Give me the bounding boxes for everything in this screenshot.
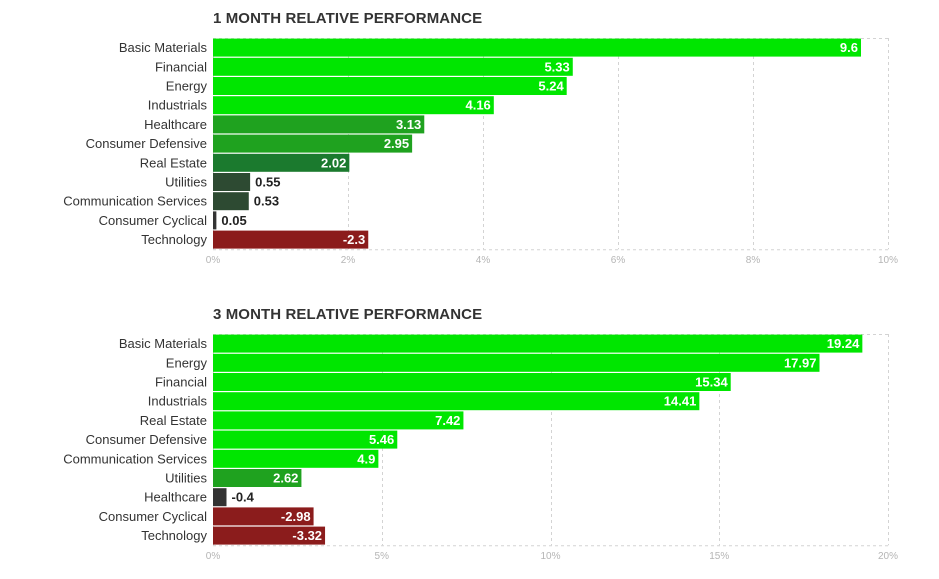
value-label-real-estate: 7.42 (435, 413, 460, 428)
value-label-technology: -2.3 (343, 232, 365, 247)
bar-industrials[interactable] (213, 392, 700, 411)
bar-utilities[interactable] (213, 469, 302, 487)
category-label-technology: Technology (141, 528, 207, 543)
value-label-consumer-cyclical: 0.05 (221, 213, 246, 228)
value-label-energy: 5.24 (538, 79, 564, 94)
bar-communication-services[interactable] (213, 192, 249, 211)
x-tick-label: 20% (878, 551, 898, 562)
value-label-consumer-cyclical: -2.98 (281, 509, 311, 524)
category-label-consumer-defensive: Consumer Defensive (86, 136, 207, 151)
bar-healthcare[interactable] (213, 488, 227, 507)
value-label-industrials: 14.41 (664, 394, 697, 409)
bar-chart-1-month: 0% 2% 4% 6% 8% 10% Basic Materials 9.6 Financial… (63, 38, 898, 266)
bar-energy[interactable] (213, 353, 820, 372)
bar-financial[interactable] (213, 57, 573, 76)
bar-consumer-cyclical[interactable] (213, 507, 314, 526)
bar-basic-materials[interactable] (213, 334, 863, 353)
category-label-industrials: Industrials (148, 394, 208, 409)
bar-industrials[interactable] (213, 96, 494, 115)
value-label-technology: -3.32 (292, 528, 322, 543)
bar-communication-services[interactable] (213, 449, 379, 468)
value-label-energy: 17.97 (784, 355, 817, 370)
bar-technology[interactable] (213, 526, 326, 545)
category-label-communication-services: Communication Services (63, 194, 207, 209)
bar-technology[interactable] (213, 230, 369, 249)
bar-chart-3-month: 0% 5% 10% 15% 20% Basic Materials 19.24 Energy 1… (63, 334, 898, 562)
x-tick-label: 4% (476, 255, 491, 266)
x-tick-label: 15% (709, 551, 729, 562)
x-tick-label: 6% (611, 255, 626, 266)
category-label-financial: Financial (155, 375, 207, 390)
category-label-utilities: Utilities (165, 175, 207, 190)
bar-consumer-cyclical[interactable] (213, 211, 217, 230)
chart-title-3-month: 3 MONTH RELATIVE PERFORMANCE (213, 306, 483, 323)
value-label-utilities: 0.55 (255, 175, 280, 190)
x-tick-label: 2% (341, 255, 356, 266)
category-label-energy: Energy (166, 79, 208, 94)
value-label-real-estate: 2.02 (321, 155, 346, 170)
value-label-consumer-defensive: 2.95 (384, 136, 409, 151)
x-tick-label: 8% (746, 255, 761, 266)
category-label-utilities: Utilities (165, 471, 207, 486)
category-label-financial: Financial (155, 59, 207, 74)
chart-panel-3-month: 3 MONTH RELATIVE PERFORMANCE 0% 5% 10% 15% 2… (0, 296, 939, 579)
bar-real-estate[interactable] (213, 411, 464, 430)
category-label-consumer-cyclical: Consumer Cyclical (99, 509, 207, 524)
value-label-basic-materials: 19.24 (827, 336, 860, 351)
chart-panel-1-month: 1 MONTH RELATIVE PERFORMANCE 0% 2% 4% 6% 8% 1… (0, 0, 939, 280)
category-label-healthcare: Healthcare (144, 490, 207, 505)
x-tick-label: 0% (206, 551, 221, 562)
bar-energy[interactable] (213, 77, 567, 95)
category-label-consumer-cyclical: Consumer Cyclical (99, 213, 207, 228)
category-label-energy: Energy (166, 355, 208, 370)
value-label-industrials: 4.16 (465, 98, 490, 113)
category-label-communication-services: Communication Services (63, 451, 207, 466)
bar-basic-materials[interactable] (213, 38, 861, 57)
category-label-industrials: Industrials (148, 98, 208, 113)
category-label-real-estate: Real Estate (140, 413, 207, 428)
x-tick-label: 5% (375, 551, 390, 562)
category-label-technology: Technology (141, 232, 207, 247)
value-label-healthcare: 3.13 (396, 117, 421, 132)
category-label-real-estate: Real Estate (140, 155, 207, 170)
category-label-healthcare: Healthcare (144, 117, 207, 132)
bar-financial[interactable] (213, 373, 731, 391)
x-tick-label: 10% (878, 255, 898, 266)
bar-utilities[interactable] (213, 173, 251, 191)
value-label-utilities: 2.62 (273, 471, 298, 486)
value-label-communication-services: 4.9 (357, 451, 375, 466)
bar-real-estate[interactable] (213, 153, 350, 172)
bar-consumer-defensive[interactable] (213, 430, 398, 449)
x-tick-label: 10% (540, 551, 560, 562)
category-label-consumer-defensive: Consumer Defensive (86, 432, 207, 447)
category-label-basic-materials: Basic Materials (119, 40, 208, 55)
value-label-healthcare: -0.4 (232, 490, 255, 505)
value-label-financial: 5.33 (544, 59, 569, 74)
x-tick-label: 0% (206, 255, 221, 266)
chart-title-1-month: 1 MONTH RELATIVE PERFORMANCE (213, 10, 483, 27)
bar-consumer-defensive[interactable] (213, 134, 413, 153)
value-label-consumer-defensive: 5.46 (369, 432, 394, 447)
value-label-financial: 15.34 (695, 375, 728, 390)
category-label-basic-materials: Basic Materials (119, 336, 208, 351)
bar-healthcare[interactable] (213, 115, 425, 134)
value-label-basic-materials: 9.6 (840, 40, 858, 55)
value-label-communication-services: 0.53 (254, 194, 279, 209)
